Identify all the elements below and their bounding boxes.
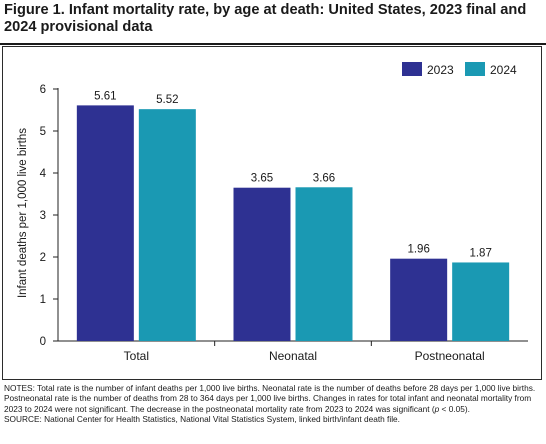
data-label: 1.96 — [407, 244, 429, 256]
chart-bars — [76, 105, 510, 341]
data-label: 3.65 — [251, 173, 273, 185]
x-tick-label: Postneonatal — [415, 349, 485, 363]
bar-chart: 0 1 2 3 4 5 6 Infant deaths per 1,000 live birt… — [17, 62, 528, 363]
x-tick-label: Neonatal — [269, 349, 317, 363]
bar-2024-neonatal — [295, 187, 353, 341]
x-tick-label: Total — [124, 349, 149, 363]
figure-notes: NOTES: Total rate is the number of infan… — [4, 383, 544, 425]
chart-legend: 2023 2024 — [402, 62, 517, 77]
y-tick-label: 1 — [40, 294, 46, 306]
data-label: 5.52 — [156, 94, 178, 106]
data-label: 5.61 — [94, 90, 116, 102]
figure-title: Figure 1. Infant mortality rate, by age … — [4, 2, 527, 35]
bar-2024-postneonatal — [452, 262, 510, 341]
y-tick-label: 2 — [40, 252, 46, 264]
legend-swatch-2023 — [402, 62, 422, 76]
legend-label-2024: 2024 — [490, 63, 517, 77]
data-label: 3.66 — [313, 172, 335, 184]
legend-label-2023: 2023 — [427, 63, 454, 77]
bar-2023-postneonatal — [390, 258, 448, 341]
chart-labels: Total 5.61 5.52 Neonatal 3.65 3.66 Postneonata… — [94, 90, 492, 363]
chart-axes: 0 1 2 3 4 5 6 Infant deaths per 1,000 live birt… — [17, 84, 528, 348]
y-tick-label: 5 — [40, 126, 46, 138]
y-tick-label: 3 — [40, 210, 46, 222]
bar-2024-total — [138, 109, 196, 341]
y-axis-title: Infant deaths per 1,000 live births — [17, 128, 29, 298]
title-rule — [0, 43, 546, 45]
chart-frame — [2, 46, 542, 380]
notes-text: NOTES: Total rate is the number of infan… — [4, 383, 536, 414]
bar-2023-neonatal — [233, 187, 291, 341]
source-text: SOURCE: National Center for Health Stati… — [4, 414, 400, 425]
bar-2023-total — [76, 105, 134, 341]
y-tick-label: 0 — [40, 336, 46, 348]
legend-swatch-2024 — [465, 62, 485, 76]
data-label: 1.87 — [469, 247, 491, 259]
y-tick-label: 4 — [40, 168, 47, 180]
y-tick-label: 6 — [40, 84, 46, 96]
